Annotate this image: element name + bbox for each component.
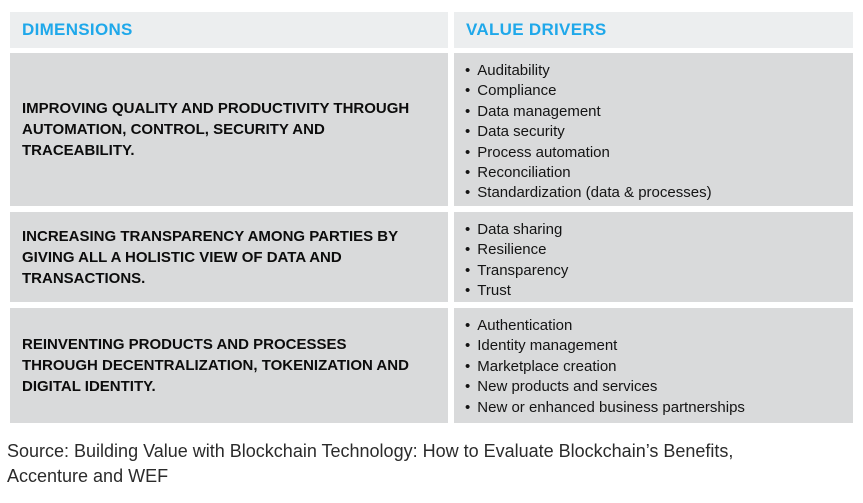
value-driver-item: Process automation <box>465 143 843 163</box>
value-driver-item: Authentication <box>465 316 843 336</box>
table-row: REINVENTING PRODUCTS AND PROCESSES THROU… <box>10 308 853 423</box>
dimension-text: REINVENTING PRODUCTS AND PROCESSES THROU… <box>22 336 409 395</box>
table-row: INCREASING TRANSPARENCY AMONG PARTIES BY… <box>10 212 853 302</box>
dimensions-value-drivers-table: DIMENSIONS VALUE DRIVERS IMPROVING QUALI… <box>0 0 863 423</box>
dimension-cell: IMPROVING QUALITY AND PRODUCTIVITY THROU… <box>10 53 448 206</box>
source-caption: Source: Building Value with Blockchain T… <box>7 441 734 486</box>
dimension-cell: INCREASING TRANSPARENCY AMONG PARTIES BY… <box>10 212 448 302</box>
value-driver-item: New or enhanced business partnerships <box>465 398 843 418</box>
value-drivers-cell: Authentication Identity management Marke… <box>454 308 853 423</box>
dimension-text: IMPROVING QUALITY AND PRODUCTIVITY THROU… <box>22 100 410 159</box>
column-header-value-drivers: VALUE DRIVERS <box>454 12 853 48</box>
dimension-text: INCREASING TRANSPARENCY AMONG PARTIES BY… <box>22 227 398 287</box>
value-driver-item: Data management <box>465 102 843 122</box>
table-header-row: DIMENSIONS VALUE DRIVERS <box>10 12 853 48</box>
column-header-dimensions: DIMENSIONS <box>10 12 448 48</box>
value-driver-item: Data security <box>465 122 843 142</box>
table-row: IMPROVING QUALITY AND PRODUCTIVITY THROU… <box>10 53 853 206</box>
value-driver-item: Reconciliation <box>465 163 843 183</box>
value-drivers-list: Authentication Identity management Marke… <box>465 316 843 418</box>
value-drivers-list: Data sharing Resilience Transparency Tru… <box>465 220 843 302</box>
value-drivers-list: Auditability Compliance Data management … <box>465 61 843 204</box>
dimension-cell: REINVENTING PRODUCTS AND PROCESSES THROU… <box>10 308 448 423</box>
value-driver-item: Transparency <box>465 261 843 281</box>
value-driver-item: Auditability <box>465 61 843 81</box>
value-driver-item: Identity management <box>465 336 843 356</box>
value-driver-item: Marketplace creation <box>465 357 843 377</box>
value-driver-item: Compliance <box>465 81 843 101</box>
value-drivers-cell: Data sharing Resilience Transparency Tru… <box>454 212 853 302</box>
value-driver-item: Resilience <box>465 240 843 260</box>
value-drivers-cell: Auditability Compliance Data management … <box>454 53 853 206</box>
value-driver-item: Data sharing <box>465 220 843 240</box>
value-driver-item: Trust <box>465 281 843 301</box>
value-driver-item: Standardization (data & processes) <box>465 183 843 203</box>
value-driver-item: New products and services <box>465 377 843 397</box>
